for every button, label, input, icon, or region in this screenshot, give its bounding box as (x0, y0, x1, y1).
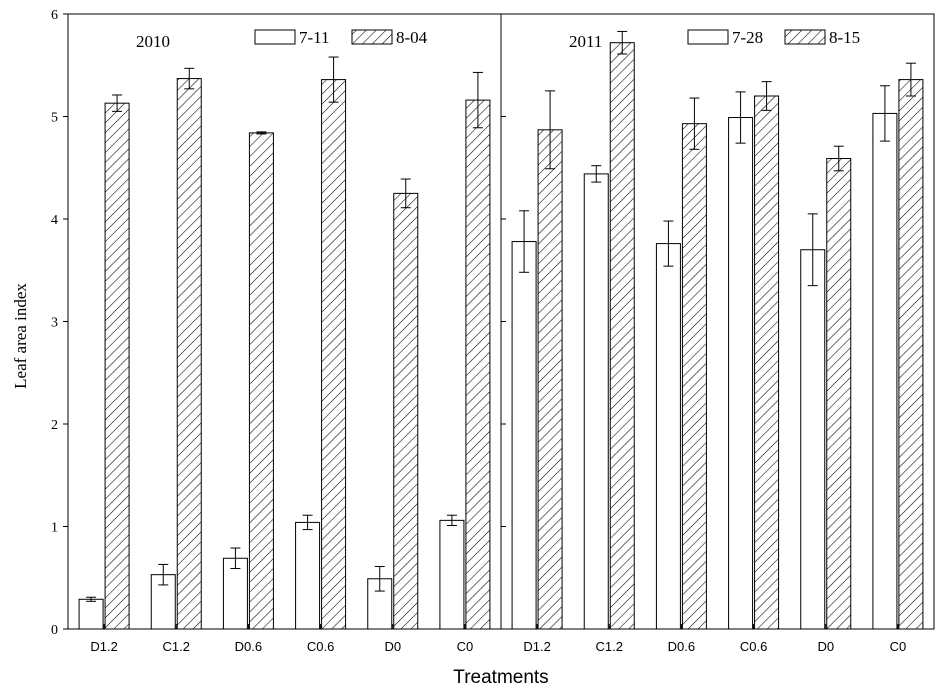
bar (583, 173, 609, 630)
category-label: D0.6 (235, 639, 262, 654)
y-tick-label: 6 (51, 8, 58, 23)
category-label: D1.2 (90, 639, 117, 654)
bar (248, 132, 274, 630)
legend-swatch (254, 29, 296, 45)
x-axis-label: Treatments (453, 667, 548, 688)
y-tick-label: 3 (51, 316, 58, 331)
legend-swatch (687, 29, 729, 45)
category-label: D0 (817, 639, 834, 654)
bar (826, 158, 852, 630)
bar (321, 79, 347, 630)
bar (176, 78, 202, 630)
bar (681, 123, 707, 630)
category-label: C0.6 (307, 639, 334, 654)
panel-year-label: 2011 (569, 32, 602, 51)
panel-year-label: 2010 (136, 32, 170, 51)
bar (295, 521, 321, 630)
legend-swatch (351, 29, 393, 45)
category-label: D0.6 (668, 639, 695, 654)
bar (728, 117, 754, 630)
y-tick-label: 2 (51, 418, 58, 433)
legend-label: 7-28 (732, 28, 763, 47)
y-tick-label: 0 (51, 623, 58, 638)
y-axis-label: Leaf area index (11, 283, 30, 389)
panel-frame (67, 13, 502, 630)
panel-2011: D1.2 C1.2 D0.6 C0.6 D0 C0 2011 7-28 8-15 (500, 13, 935, 654)
legend-label: 7-11 (299, 28, 330, 47)
bar (393, 192, 419, 630)
bar (609, 42, 635, 630)
y-tick-label: 4 (51, 213, 58, 228)
y-tick-label: 5 (51, 111, 58, 126)
category-label: C1.2 (596, 639, 623, 654)
bar (78, 598, 104, 630)
chart-panels: D1.2 C1.2 D0.6 C0.6 D0 C0 2010 7-11 8-04 D1.2 C1.2… (67, 13, 935, 654)
bar (537, 129, 563, 630)
bar (754, 95, 780, 630)
bar (898, 79, 924, 630)
category-label: D0 (384, 639, 401, 654)
bar (439, 519, 465, 630)
category-label: C0 (890, 639, 907, 654)
y-tick-label: 1 (51, 521, 58, 536)
bar (655, 243, 681, 630)
panel-frame (500, 13, 935, 630)
category-label: D1.2 (523, 639, 550, 654)
category-label: C0 (457, 639, 474, 654)
category-label: C0.6 (740, 639, 767, 654)
bar (465, 99, 491, 630)
y-axis: 0 1 2 3 4 5 6 (51, 8, 68, 638)
panel-2010: D1.2 C1.2 D0.6 C0.6 D0 C0 2010 7-11 8-04 (67, 13, 502, 654)
bar (104, 102, 130, 630)
legend-label: 8-04 (396, 28, 428, 47)
bar (800, 249, 826, 630)
legend-label: 8-15 (829, 28, 860, 47)
category-label: C1.2 (163, 639, 190, 654)
legend-swatch (784, 29, 826, 45)
bar (872, 112, 898, 630)
bar (511, 241, 537, 630)
